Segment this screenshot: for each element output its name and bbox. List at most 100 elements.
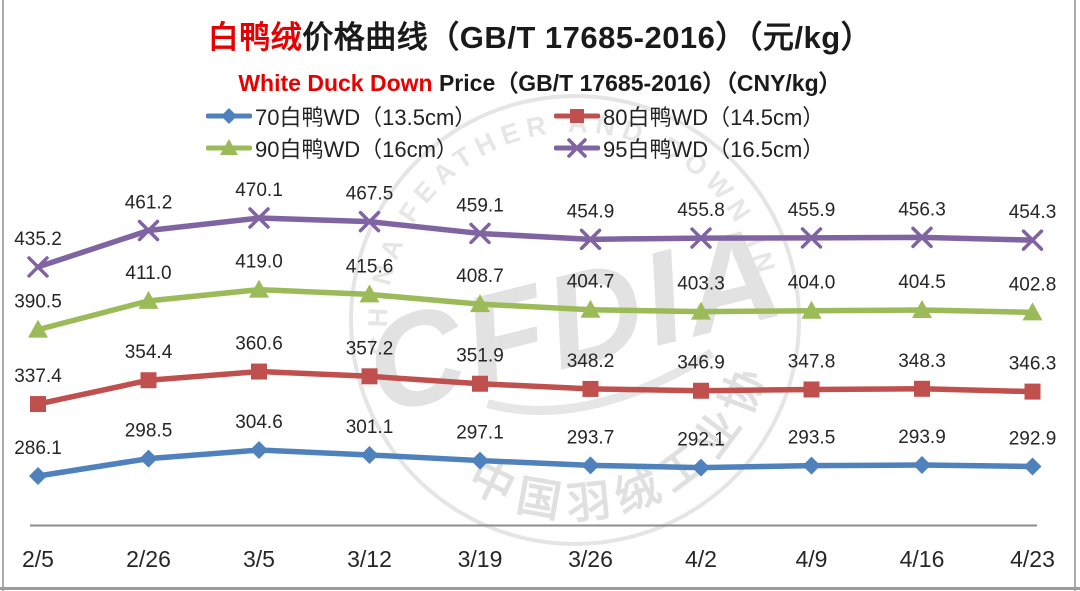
data-point-label: 454.3 (1009, 202, 1057, 223)
data-point-marker-diamond (1023, 457, 1042, 476)
data-point-label: 404.0 (788, 273, 836, 294)
data-point-marker-diamond (360, 445, 379, 464)
data-point-label: 415.6 (346, 256, 394, 277)
data-point-marker-square (582, 380, 599, 397)
legend-marker-80wd-icon (554, 108, 600, 123)
series-line-95wd (35, 215, 1036, 270)
data-point-marker-x (800, 227, 823, 249)
data-point-label: 351.9 (456, 346, 504, 367)
data-point-label: 357.2 (346, 338, 394, 359)
data-point-label: 360.6 (235, 334, 283, 355)
data-point-label: 298.5 (125, 421, 173, 442)
x-axis-label: 2/5 (22, 546, 54, 572)
data-point-marker-square (693, 382, 709, 399)
data-point-marker-triangle (249, 279, 269, 298)
data-point-marker-x (248, 207, 270, 229)
data-point-marker-triangle (801, 300, 822, 319)
frame-bottom-border (0, 587, 1080, 590)
data-point-marker-triangle (220, 138, 238, 155)
series-line-80wd (35, 368, 1036, 407)
data-point-label: 293.5 (788, 428, 836, 449)
data-point-label: 461.2 (125, 192, 173, 213)
data-point-marker-square (570, 108, 584, 123)
x-axis-label: 4/16 (900, 546, 945, 572)
data-point-marker-diamond (471, 451, 489, 470)
data-point-marker-square (803, 381, 820, 398)
series-line-70wd (35, 447, 1036, 479)
data-point-label: 456.3 (898, 199, 946, 220)
data-point-marker-diamond (581, 456, 600, 475)
series-line-90wd (35, 286, 1036, 333)
x-axis-label: 4/2 (685, 546, 717, 572)
data-point-marker-x (137, 219, 160, 242)
data-point-label: 297.1 (456, 423, 504, 444)
data-point-marker-triangle (138, 290, 159, 309)
legend-marker-70wd-icon (206, 107, 252, 124)
data-point-marker-x (690, 227, 712, 249)
data-point-marker-triangle (691, 301, 711, 320)
data-point-label: 455.9 (788, 200, 836, 221)
data-point-label: 346.9 (677, 353, 725, 374)
data-point-marker-square (472, 375, 488, 392)
chart-legend: 70白鸭WD（13.5cm） 80白鸭WD（14.5cm） 90白鸭WD（16cm）… (206, 101, 824, 162)
legend-label-95wd: 95白鸭WD（16.5cm） (603, 136, 825, 162)
chart-title-highlight: 白鸭绒 (207, 20, 303, 55)
data-point-marker-triangle (580, 299, 601, 318)
data-point-label: 419.0 (235, 252, 283, 273)
data-point-marker-square (361, 368, 378, 385)
data-point-marker-square (1024, 383, 1041, 400)
data-point-marker-square (914, 380, 930, 397)
chart-title: 白鸭绒价格曲线（GB/T 17685-2016）（元/kg） (0, 12, 1080, 57)
data-point-marker-x (911, 226, 933, 249)
data-point-label: 354.4 (125, 342, 173, 363)
x-axis-label: 4/23 (1010, 546, 1055, 572)
legend-label-70wd: 70白鸭WD（13.5cm） (255, 104, 477, 130)
data-point-marker-diamond (802, 456, 821, 475)
data-point-marker-square (30, 396, 46, 413)
data-point-marker-diamond (692, 458, 710, 477)
x-axis-label: 3/19 (458, 546, 503, 572)
watermark-swoosh (486, 349, 715, 415)
data-point-label: 292.1 (677, 430, 725, 451)
legend-item-80wd: 80白鸭WD（14.5cm） (554, 101, 824, 130)
data-point-marker-x (579, 228, 602, 251)
legend-label-90wd: 90白鸭WD（16cm） (255, 136, 458, 162)
data-point-marker-triangle (470, 294, 490, 313)
data-point-label: 411.0 (125, 263, 171, 284)
data-point-marker-triangle (28, 319, 48, 338)
data-point-label: 455.8 (677, 200, 725, 221)
x-axis-label: 4/9 (796, 546, 828, 572)
data-point-marker-diamond (139, 449, 158, 468)
data-point-marker-triangle (912, 299, 932, 318)
chart-subtitle-highlight: White Duck Down (238, 70, 433, 96)
data-point-marker-diamond (221, 107, 237, 124)
data-point-label: 286.1 (14, 438, 62, 459)
data-point-label: 293.7 (567, 427, 615, 448)
data-point-marker-triangle (1022, 302, 1043, 321)
data-point-label: 301.1 (346, 417, 394, 438)
data-point-label: 435.2 (14, 229, 62, 250)
x-axis-label: 3/5 (243, 546, 275, 572)
data-point-marker-diamond (250, 441, 268, 460)
x-axis-label: 3/12 (347, 546, 392, 572)
data-point-label: 470.1 (235, 180, 283, 201)
data-point-marker-x (358, 210, 381, 233)
data-point-label: 293.9 (898, 427, 946, 448)
data-point-label: 390.5 (14, 292, 62, 313)
legend-marker-90wd-icon (206, 138, 252, 155)
data-point-label: 404.5 (898, 272, 946, 293)
data-point-label: 459.1 (456, 195, 504, 216)
data-point-label: 348.2 (567, 351, 615, 372)
data-point-marker-x (27, 256, 49, 278)
data-point-marker-triangle (359, 284, 380, 303)
data-point-marker-x (567, 137, 587, 158)
data-point-marker-diamond (913, 456, 931, 475)
legend-item-70wd: 70白鸭WD（13.5cm） (206, 101, 554, 130)
chart-title-rest: 价格曲线（GB/T 17685-2016）（元/kg） (302, 20, 873, 55)
data-point-label: 454.9 (567, 201, 615, 222)
frame-left-border (2, 0, 4, 591)
data-point-label: 408.7 (456, 266, 504, 287)
x-axis-label: 2/26 (126, 546, 171, 572)
